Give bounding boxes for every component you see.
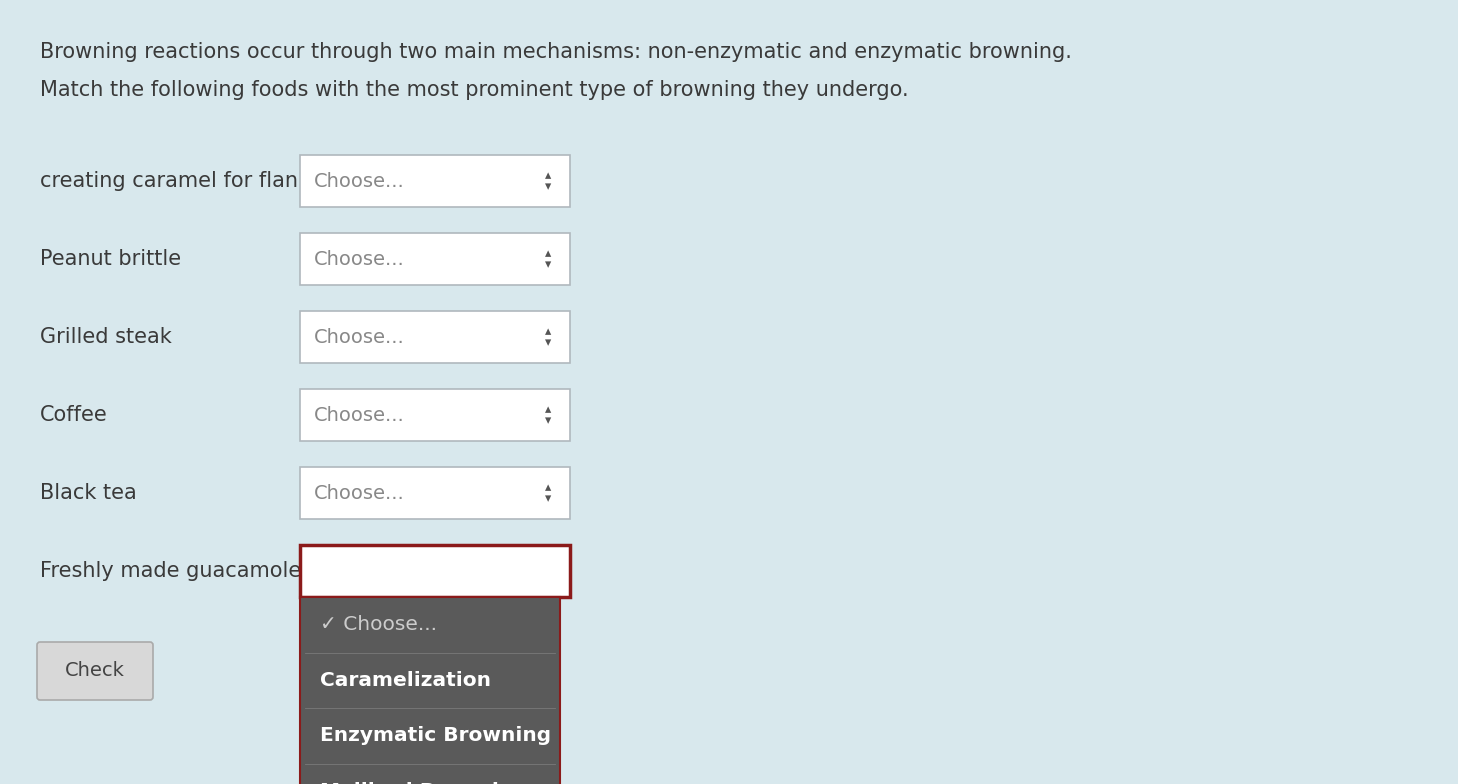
Text: Enzymatic Browning: Enzymatic Browning	[319, 726, 551, 746]
Text: Browning reactions occur through two main mechanisms: non-enzymatic and enzymati: Browning reactions occur through two mai…	[39, 42, 1072, 62]
Bar	[300, 233, 570, 285]
Text: Black tea: Black tea	[39, 483, 137, 503]
Text: Choose...: Choose...	[313, 484, 405, 503]
Text: Choose...: Choose...	[313, 172, 405, 191]
Text: Grilled steak: Grilled steak	[39, 327, 172, 347]
Text: Freshly made guacamole: Freshly made guacamole	[39, 561, 302, 581]
Text: Caramelization: Caramelization	[319, 671, 491, 690]
Text: Coffee: Coffee	[39, 405, 108, 425]
Bar	[300, 389, 570, 441]
Text: ▴
▾: ▴ ▾	[545, 247, 551, 271]
Text: ▴
▾: ▴ ▾	[545, 325, 551, 349]
Text: ▴
▾: ▴ ▾	[545, 403, 551, 427]
Text: Match the following foods with the most prominent type of browning they undergo.: Match the following foods with the most …	[39, 80, 908, 100]
Text: ▴
▾: ▴ ▾	[545, 481, 551, 505]
Bar	[300, 467, 570, 519]
Text: Check: Check	[66, 662, 125, 681]
Text: Peanut brittle: Peanut brittle	[39, 249, 181, 269]
Bar	[300, 545, 570, 597]
Bar	[300, 545, 570, 597]
Text: Choose...: Choose...	[313, 249, 405, 268]
Text: Maillard Browning: Maillard Browning	[319, 782, 528, 784]
Bar	[300, 597, 560, 784]
Text: creating caramel for flan: creating caramel for flan	[39, 171, 297, 191]
Bar	[300, 155, 570, 207]
FancyBboxPatch shape	[36, 642, 153, 700]
Text: ✓ Choose...: ✓ Choose...	[319, 615, 437, 634]
Bar	[300, 311, 570, 363]
Text: Choose...: Choose...	[313, 328, 405, 347]
Text: ▴
▾: ▴ ▾	[545, 169, 551, 193]
Text: Choose...: Choose...	[313, 405, 405, 424]
